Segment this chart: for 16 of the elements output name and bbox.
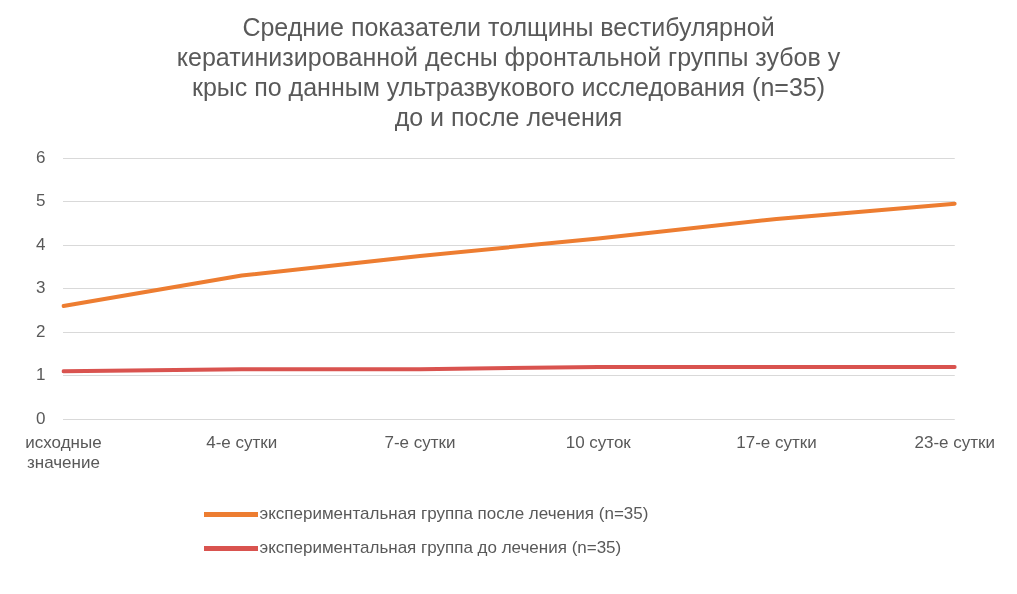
x-tick-label: 23-е сутки <box>914 433 995 453</box>
y-tick-label: 2 <box>35 321 46 341</box>
y-tick-label: 5 <box>35 191 46 211</box>
y-tick-label: 3 <box>35 278 46 298</box>
x-tick-label: 4-е сутки <box>206 433 278 453</box>
chart-title: Средние показатели толщины вестибулярной кератинизированной десны фронтальной группы зубов у крыс по данным ультразвукового исследования (n=35) до и после лечения <box>176 12 841 131</box>
legend-label: экспериментальная группа после лечения (n=35) <box>259 504 649 524</box>
y-tick-label: 1 <box>35 365 46 385</box>
y-tick-label: 4 <box>35 234 46 254</box>
y-tick-label: 6 <box>35 147 46 167</box>
y-tick-label: 0 <box>35 408 46 428</box>
x-tick-label: 7-е сутки <box>384 433 456 453</box>
x-tick-label: 17-е сутки <box>736 433 817 453</box>
legend-label: экспериментальная группа до лечения (n=35) <box>259 538 622 558</box>
x-tick-label: исходные значение <box>25 433 102 473</box>
x-tick-label: 10 суток <box>565 433 632 453</box>
